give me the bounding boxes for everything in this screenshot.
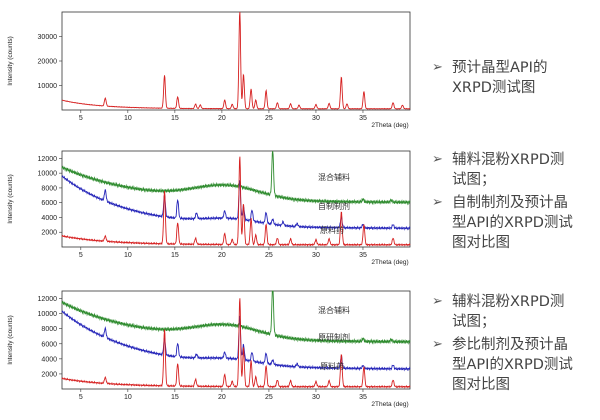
y-tick-label: 10000 xyxy=(38,171,58,178)
series-line xyxy=(61,156,411,247)
bullet-group-3: ➢ 辅料混粉XRPD测 试图； ➢ 参比制剂及预计晶 型API的XRPD测试 图… xyxy=(432,292,597,398)
x-tick-label: 20 xyxy=(218,115,226,122)
bullet-line: 图对比图 xyxy=(452,377,510,393)
xrpd-chart-self-made-svg: 2000 4000 6000 8000 10000 12000 5 10 15 20 25 30 35 2… xyxy=(7,150,411,266)
x-tick-label: 35 xyxy=(359,394,367,401)
x-tick-label: 20 xyxy=(218,394,226,401)
y-tick-label: 20000 xyxy=(38,59,58,66)
bullet-text: 辅料混粉XRPD测 试图； xyxy=(452,292,564,332)
bullet-line: 试图； xyxy=(452,314,496,330)
arrow-bullet-icon: ➢ xyxy=(432,294,443,309)
x-tick-label: 15 xyxy=(171,115,179,122)
y-tick-label: 8000 xyxy=(41,185,57,192)
x-tick-label: 30 xyxy=(312,394,320,401)
x-tick-label: 15 xyxy=(171,252,179,259)
y-tick-label: 12000 xyxy=(38,156,58,163)
arrow-bullet-icon: ➢ xyxy=(432,337,443,352)
x-axis-label: 2Theta (deg) xyxy=(371,401,408,408)
y-tick-label: 30000 xyxy=(38,34,58,41)
x-tick-label: 10 xyxy=(124,252,132,259)
x-tick-label: 15 xyxy=(171,394,179,401)
y-tick-label: 10000 xyxy=(38,311,58,318)
series-line xyxy=(61,310,411,372)
x-tick-label: 35 xyxy=(359,115,367,122)
bullet-line: 预计晶型API的 xyxy=(452,60,548,76)
xrpd-chart-reference-svg: 2000 4000 6000 8000 10000 12000 5 10 15 20 25 30 35 2… xyxy=(7,290,411,408)
x-tick-label: 5 xyxy=(79,115,83,122)
x-axis-label: 2Theta (deg) xyxy=(371,122,408,129)
y-tick-label: 4000 xyxy=(41,356,57,363)
x-tick-label: 30 xyxy=(312,115,320,122)
bullet-item-reference: ➢ 参比制剂及预计晶 型API的XRPD测试 图对比图 xyxy=(432,335,597,395)
series-line xyxy=(61,11,411,110)
series-line xyxy=(61,151,411,206)
bullet-item-self-made: ➢ 自制制剂及预计晶 型API的XRPD测试 图对比图 xyxy=(432,193,597,253)
series-label: 混合辅料 xyxy=(318,172,350,182)
x-tick-label: 10 xyxy=(124,115,132,122)
x-tick-label: 25 xyxy=(265,394,273,401)
arrow-bullet-icon: ➢ xyxy=(432,152,443,167)
bullet-line: 辅料混粉XRPD测 xyxy=(452,294,565,310)
plot-frame xyxy=(61,11,411,111)
y-axis-label: Intensity (counts) xyxy=(7,36,14,86)
y-tick-label: 2000 xyxy=(41,371,57,378)
bullet-line: XRPD测试图 xyxy=(452,80,536,96)
bullet-item-excipient-2: ➢ 辅料混粉XRPD测 试图； xyxy=(432,292,597,332)
series-label: 自制制剂 xyxy=(318,201,350,211)
x-tick-label: 35 xyxy=(359,252,367,259)
x-tick-label: 25 xyxy=(265,115,273,122)
x-tick-label: 10 xyxy=(124,394,132,401)
plot-frame xyxy=(61,150,411,248)
bullet-group-1: ➢ 预计晶型API的 XRPD测试图 xyxy=(432,58,597,101)
x-tick-label: 5 xyxy=(79,394,83,401)
bullet-text: 参比制剂及预计晶 型API的XRPD测试 图对比图 xyxy=(452,335,573,395)
bullet-item-api: ➢ 预计晶型API的 XRPD测试图 xyxy=(432,58,597,98)
x-axis-label: 2Theta (deg) xyxy=(371,259,408,266)
arrow-bullet-icon: ➢ xyxy=(432,195,443,210)
x-tick-label: 30 xyxy=(312,252,320,259)
series-line xyxy=(61,290,411,345)
y-tick-label: 6000 xyxy=(41,200,57,207)
bullet-line: 自制制剂及预计晶 xyxy=(452,195,568,211)
bullet-text: 辅料混粉XRPD测 试图； xyxy=(452,150,564,190)
bullet-line: 图对比图 xyxy=(452,235,510,251)
y-tick-label: 12000 xyxy=(38,296,58,303)
y-tick-label: 4000 xyxy=(41,215,57,222)
bullet-text: 自制制剂及预计晶 型API的XRPD测试 图对比图 xyxy=(452,193,573,253)
bullet-line: 参比制剂及预计晶 xyxy=(452,337,568,353)
y-axis-label: Intensity (counts) xyxy=(7,174,14,224)
bullet-line: 试图； xyxy=(452,172,496,188)
xrpd-chart-self-made: 2000 4000 6000 8000 10000 12000 5 10 15 20 25 30 35 2… xyxy=(0,143,420,271)
x-tick-label: 25 xyxy=(265,252,273,259)
bullet-line: 辅料混粉XRPD测 xyxy=(452,152,565,168)
series-label: 原研制剂 xyxy=(318,332,350,342)
y-tick-label: 6000 xyxy=(41,341,57,348)
series-label: 原料药 xyxy=(320,225,344,235)
bullet-line: 型API的XRPD测试 xyxy=(452,215,573,231)
bullet-line: 型API的XRPD测试 xyxy=(452,357,573,373)
series-label: 混合辅料 xyxy=(318,305,350,315)
xrpd-chart-api-svg: 10000 20000 30000 5 10 15 20 25 30 35 2Theta (deg)… xyxy=(7,11,411,129)
xrpd-chart-reference: 2000 4000 6000 8000 10000 12000 5 10 15 20 25 30 35 2… xyxy=(0,283,420,411)
y-tick-label: 10000 xyxy=(38,83,58,90)
x-tick-label: 5 xyxy=(79,252,83,259)
bullet-item-excipient: ➢ 辅料混粉XRPD测 试图； xyxy=(432,150,597,190)
y-axis-label: Intensity (counts) xyxy=(7,315,14,365)
arrow-bullet-icon: ➢ xyxy=(432,60,443,75)
bullet-text: 预计晶型API的 XRPD测试图 xyxy=(452,58,547,98)
xrpd-chart-api: 10000 20000 30000 5 10 15 20 25 30 35 2Theta (deg)… xyxy=(0,4,420,132)
series-line xyxy=(61,175,411,231)
series-label: 原料药 xyxy=(320,361,344,371)
series-line xyxy=(61,298,411,389)
plot-frame xyxy=(61,290,411,390)
bullet-group-2: ➢ 辅料混粉XRPD测 试图； ➢ 自制制剂及预计晶 型API的XRPD测试 图… xyxy=(432,150,597,256)
y-tick-label: 2000 xyxy=(41,230,57,237)
y-tick-label: 8000 xyxy=(41,326,57,333)
x-tick-label: 20 xyxy=(218,252,226,259)
